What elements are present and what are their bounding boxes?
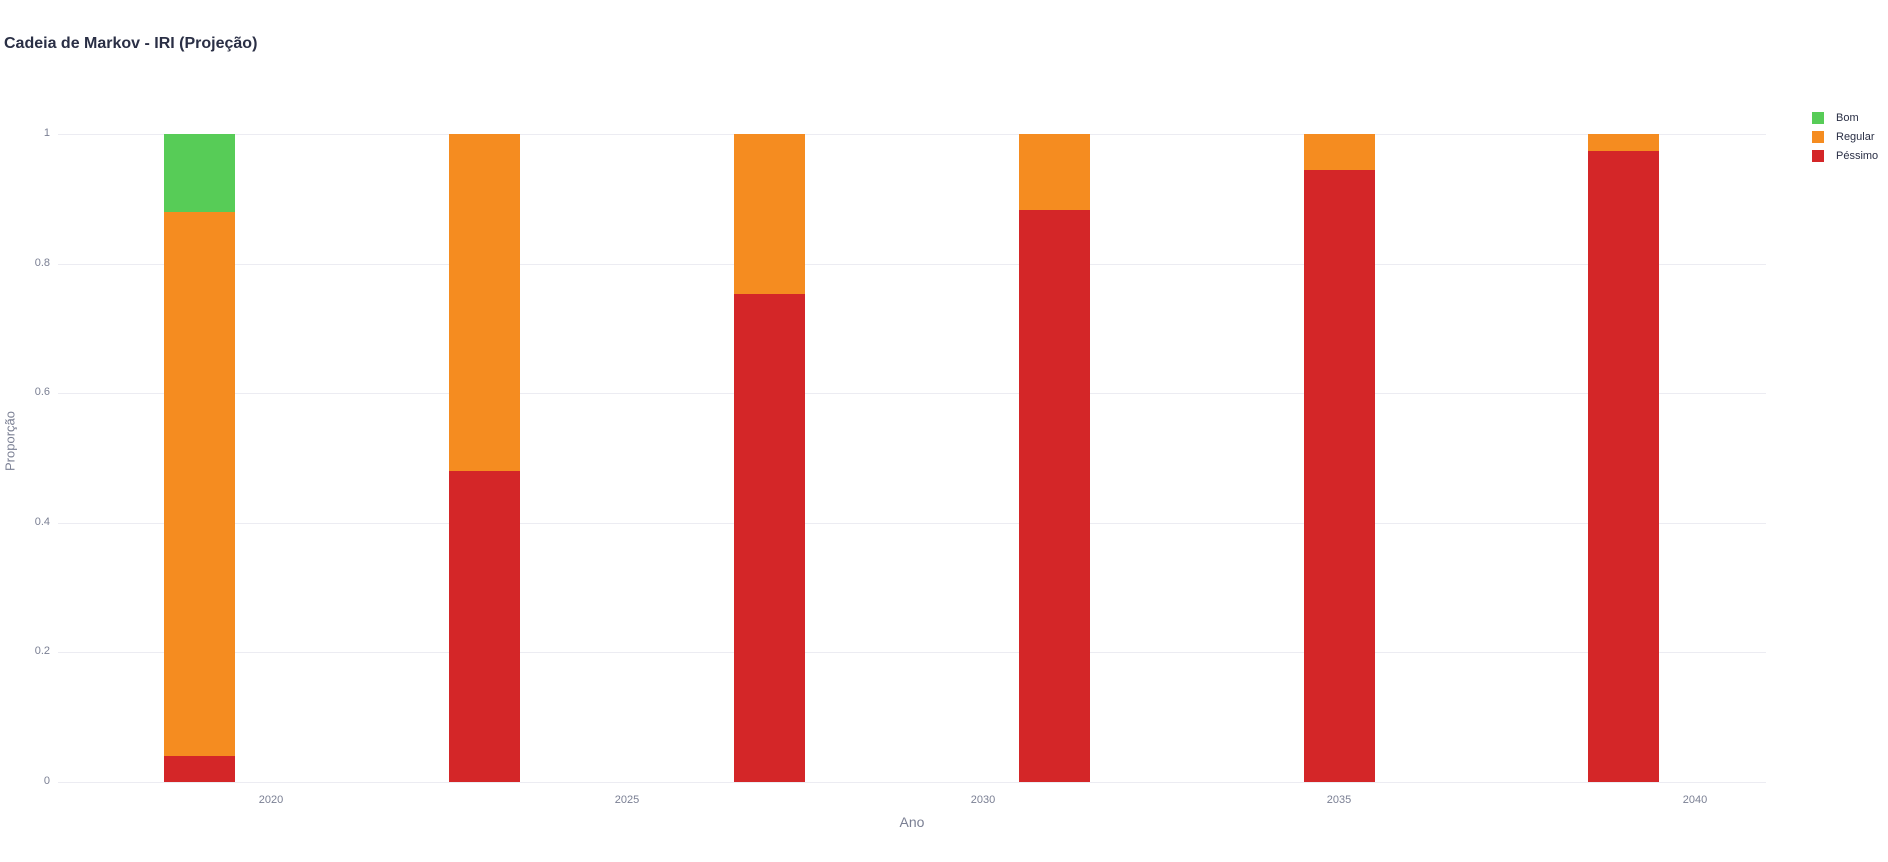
bar-2035[interactable] <box>1303 134 1375 782</box>
y-tick-label: 1 <box>43 127 50 139</box>
gridline <box>58 393 1766 395</box>
bar-segment-péssimo[interactable] <box>1588 150 1660 782</box>
chart-title: Cadeia de Markov - IRI (Projeção) <box>4 35 258 52</box>
y-tick-label: 0.4 <box>34 515 50 528</box>
bar-segment-regular[interactable] <box>733 134 805 295</box>
legend-swatch-icon <box>1812 149 1824 162</box>
legend-item-regular[interactable]: Regular <box>1812 127 1878 146</box>
bar-segment-péssimo[interactable] <box>164 756 236 782</box>
plot-area[interactable] <box>58 134 1766 783</box>
gridline <box>58 652 1766 654</box>
x-tick-label: 2030 <box>970 794 996 806</box>
bar-segment-péssimo[interactable] <box>1303 170 1375 782</box>
x-tick-label: 2035 <box>1326 794 1352 806</box>
gridline <box>58 134 1766 135</box>
gridline <box>58 782 1766 783</box>
gridline <box>58 263 1766 265</box>
gridline <box>58 522 1766 524</box>
legend-item-bom[interactable]: Bom <box>1812 108 1878 127</box>
bar-segment-regular[interactable] <box>449 134 521 471</box>
x-tick-label: 2025 <box>614 794 640 806</box>
legend-label: Péssimo <box>1836 149 1879 162</box>
bar-segment-regular[interactable] <box>1588 134 1660 151</box>
bar-2023[interactable] <box>449 134 521 782</box>
x-axis-label: Ano <box>899 814 925 830</box>
bar-2027[interactable] <box>733 134 805 782</box>
bar-segment-péssimo[interactable] <box>449 470 521 782</box>
legend-item-pessimo[interactable]: Péssimo <box>1812 146 1878 165</box>
bar-segment-bom[interactable] <box>164 134 236 212</box>
bar-2031[interactable] <box>1018 134 1090 782</box>
legend-swatch-icon <box>1812 111 1824 124</box>
bar-segment-péssimo[interactable] <box>733 294 805 782</box>
x-tick-label: 2040 <box>1682 794 1708 806</box>
bar-segment-regular[interactable] <box>1303 134 1375 171</box>
y-tick-label: 0.2 <box>34 645 50 658</box>
bar-segment-regular[interactable] <box>1018 134 1090 210</box>
y-tick-label: 0.6 <box>34 386 50 399</box>
bar-2019[interactable] <box>164 134 236 782</box>
bar-2039[interactable] <box>1588 134 1660 782</box>
legend-swatch-icon <box>1812 130 1824 143</box>
legend-label: Regular <box>1836 130 1875 143</box>
x-tick-label: 2020 <box>258 794 284 806</box>
legend: Bom Regular Péssimo <box>1812 108 1878 165</box>
bar-segment-péssimo[interactable] <box>1018 209 1090 782</box>
y-axis-label: Proporção <box>2 411 18 471</box>
y-tick-label: 0 <box>43 775 50 787</box>
legend-label: Bom <box>1836 111 1859 124</box>
y-tick-label: 0.8 <box>34 256 50 269</box>
bar-segment-regular[interactable] <box>164 211 236 757</box>
